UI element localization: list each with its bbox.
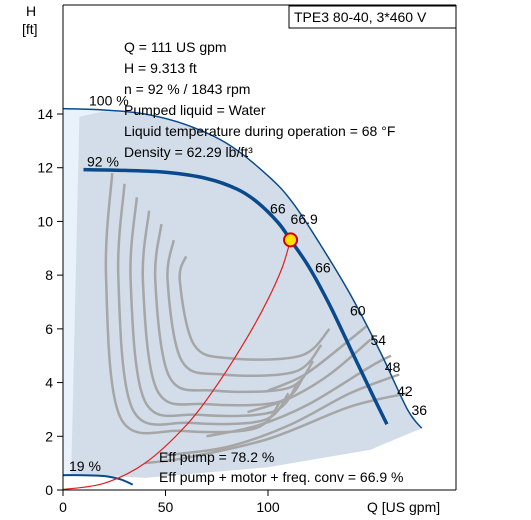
eff-pump-note: Eff pump = 78.2 % — [159, 449, 274, 465]
speed-label-92: 92 % — [87, 154, 119, 170]
efficiency-contour — [165, 373, 400, 457]
efficiency-contour — [153, 223, 315, 394]
chart-title-box — [288, 5, 457, 29]
efficiency-label: 66 — [315, 259, 331, 275]
x-tick-label: 50 — [158, 499, 174, 515]
speed-curve-max — [62, 107, 423, 429]
efficiency-contour — [129, 197, 298, 418]
efficiency-contour — [206, 354, 392, 438]
axes: 0 2 4 6 8 10 12 14 0 50 100 — [37, 4, 457, 515]
duty-q: Q = 111 US gpm — [124, 39, 227, 55]
y-tick-label: 12 — [37, 160, 53, 176]
efficiency-label: 54 — [371, 332, 387, 348]
efficiency-label: 66 — [270, 200, 286, 216]
eff-pump-curve — [62, 239, 292, 491]
efficiency-label: 36 — [412, 402, 428, 418]
liquid-temperature: Liquid temperature during operation = 68… — [124, 123, 395, 139]
duty-point-marker[interactable] — [283, 232, 299, 248]
efficiency-contour — [166, 239, 323, 378]
y-tick-label: 2 — [45, 428, 53, 444]
efficiency-label: 60 — [350, 302, 366, 318]
y-tick-label: 0 — [45, 482, 53, 498]
x-tick-label: 0 — [59, 499, 67, 515]
efficiency-label: 48 — [385, 359, 401, 375]
efficiency-label: 42 — [397, 383, 413, 399]
speed-curves — [62, 107, 423, 486]
duty-point[interactable] — [283, 232, 299, 248]
operating-area-fill — [71, 111, 422, 478]
chart-labels: 100 % 92 % 19 % 66 66.9 66 60 54 48 42 36 — [69, 93, 427, 475]
y-tick-label: 6 — [45, 321, 53, 337]
speed-curve-operating — [83, 167, 389, 425]
efficiency-contour — [144, 392, 408, 465]
duty-n: n = 92 % / 1843 rpm — [124, 81, 250, 97]
efficiency-contour — [267, 325, 368, 392]
speed-label-100: 100 % — [89, 93, 129, 109]
y-tick-label: 4 — [45, 375, 53, 391]
chart-title: TPE3 80-40, 3*460 V — [294, 9, 427, 25]
efficiency-contour — [178, 255, 331, 361]
x-axis-title: Q [US gpm] — [367, 499, 440, 515]
y-axis-title-line1: H — [26, 3, 36, 19]
density: Density = 62.29 lb/ft³ — [124, 144, 253, 160]
y-tick-label: 8 — [45, 267, 53, 283]
efficiency-contour — [116, 183, 290, 426]
pumped-liquid: Pumped liquid = Water — [124, 102, 266, 118]
operating-area — [63, 108, 422, 478]
eff-pump-line — [62, 239, 292, 491]
speed-curve-min — [62, 474, 134, 486]
y-axis-title-line2: [ft] — [22, 21, 38, 37]
duty-h: H = 9.313 ft — [124, 60, 197, 76]
y-tick-label: 10 — [37, 213, 53, 229]
efficiency-label: 66.9 — [291, 211, 318, 227]
speed-label-19: 19 % — [69, 458, 101, 474]
eff-total-note: Eff pump + motor + freq. conv = 66.9 % — [159, 469, 404, 485]
x-tick-label: 100 — [256, 499, 280, 515]
efficiency-contour — [104, 173, 282, 435]
y-tick-label: 14 — [37, 106, 53, 122]
